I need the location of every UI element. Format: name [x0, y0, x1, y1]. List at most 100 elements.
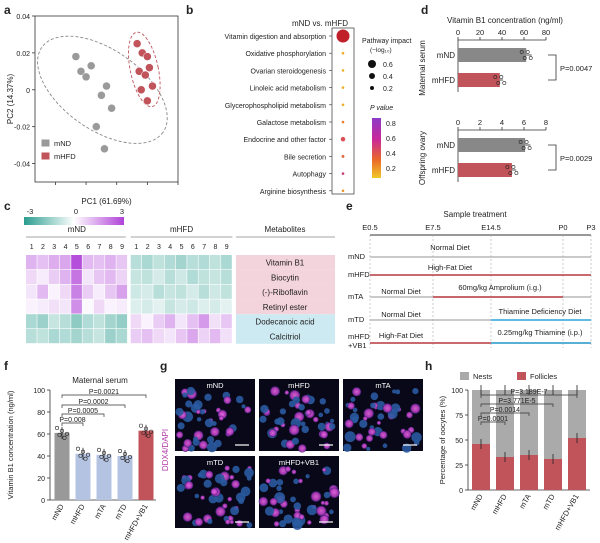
f-point	[128, 454, 133, 459]
micrograph-cell	[283, 514, 293, 524]
vb1-tick-label: 4	[500, 118, 504, 127]
heatmap-col-label: 5	[75, 244, 79, 251]
heatmap-cell	[198, 284, 210, 299]
pca-point-mHFD	[143, 52, 152, 61]
heatmap-cell	[26, 284, 37, 299]
heatmap-col-label: 8	[109, 244, 113, 251]
micrograph-cell	[210, 488, 218, 496]
f-xtick-label: mTA	[92, 503, 107, 521]
vb1-tick-label: 0	[456, 28, 460, 37]
micrograph-cell	[218, 415, 224, 421]
micrograph-cell	[241, 404, 246, 409]
heatmap-cell	[82, 314, 94, 329]
f-ytick-label: 20	[37, 476, 45, 483]
heatmap-col-label: 1	[134, 244, 138, 251]
micrograph-cell	[220, 479, 228, 487]
micrograph-cell	[292, 396, 301, 404]
f-title: Maternal serum	[72, 376, 128, 385]
micrograph-cell	[312, 416, 319, 423]
micrograph-cell	[363, 408, 374, 419]
pca-point-mHFD	[136, 85, 146, 95]
f-pvalue: P=0.0005	[68, 408, 98, 415]
f-point	[57, 432, 62, 437]
impact-legend-label: 0.2	[383, 86, 393, 93]
heatmap-cell	[142, 329, 153, 344]
micrograph-cell	[259, 415, 267, 423]
heatmap-cell	[175, 284, 187, 299]
vb1-title: Vitamin B1 concentration (ng/ml)	[447, 16, 563, 25]
impact-legend-dot	[368, 60, 376, 68]
vb1-group-label: Offspring ovary	[418, 131, 427, 185]
vb1-point	[505, 165, 510, 169]
h-ytick-label: 100	[451, 388, 463, 395]
heatmap-cell	[209, 284, 221, 299]
heatmap-cell	[37, 269, 48, 284]
f-point	[81, 449, 86, 454]
micrograph-cell	[306, 504, 318, 516]
h-bar-nests-mTD	[544, 390, 562, 459]
micrograph-label: mND	[206, 381, 224, 390]
f-ytick-label: 0	[41, 498, 45, 505]
pca-ytick-label: 0	[26, 88, 30, 95]
heatmap-cell	[71, 314, 82, 329]
micrograph-cell	[259, 483, 269, 493]
micrograph-cell	[323, 500, 329, 506]
micrograph-cell	[365, 434, 374, 442]
micrograph-cell	[320, 430, 329, 439]
f-xtick-label: mTD	[113, 502, 129, 521]
h-ytick-label: 0	[459, 488, 463, 495]
pathway-label: Ovarian steroidogenesis	[251, 68, 327, 75]
heatmap-cell	[130, 269, 142, 284]
micrograph-cell	[268, 428, 277, 438]
vb1-point	[496, 81, 501, 85]
micrograph-cell	[225, 427, 235, 436]
f-point	[141, 430, 146, 435]
f-point	[78, 453, 83, 458]
vb1-point	[493, 75, 498, 79]
vb1-point	[518, 140, 523, 144]
h-xtick-label: mND	[468, 492, 485, 512]
pvalue-tick: 0.8	[386, 121, 396, 128]
panel-label-d: d	[421, 3, 428, 17]
heatmap-cell	[187, 299, 198, 314]
pca-frame	[34, 15, 179, 183]
heatmap-cell	[130, 329, 142, 344]
heatmap-cell	[164, 255, 176, 270]
micrograph-cell	[240, 486, 251, 497]
heatmap-cell	[153, 284, 164, 299]
vb1-row-label: mHFD	[432, 76, 455, 85]
heatmap-cell	[221, 329, 232, 344]
pathway-bubble	[341, 120, 345, 124]
h-bar-follicles-mTA	[520, 455, 538, 490]
heatmap-cell	[116, 269, 128, 284]
heatmap-cell	[37, 255, 48, 270]
f-point	[62, 435, 67, 440]
pathway-label: Endocrine and other factor	[244, 137, 327, 144]
heatmap-cell	[82, 269, 94, 284]
pathway-label: Galactose metabolism	[257, 120, 326, 127]
micrograph-cell	[323, 442, 331, 450]
micrograph-cell	[227, 496, 233, 502]
micrograph-cell	[298, 444, 307, 453]
micrograph-cell	[307, 520, 312, 525]
heatmap-cell	[130, 299, 142, 314]
micrograph-cell	[270, 386, 280, 397]
h-pvalue: P=0.0014	[490, 407, 520, 414]
pathway-title: mND vs. mHFD	[292, 19, 348, 28]
vb1-point	[508, 171, 513, 175]
micrograph-cell	[264, 506, 275, 516]
heatmap-cell	[209, 255, 221, 270]
pca-ellipse-mND	[37, 35, 168, 144]
h-bar-follicles-mTD	[544, 459, 562, 490]
h-pvalue: P=3.189E-7	[510, 389, 547, 396]
pca-point-mHFD	[145, 63, 154, 72]
micrograph-cell	[319, 514, 330, 525]
heatmap-cell	[105, 255, 116, 270]
pca-point-mND	[92, 122, 101, 131]
h-bar-nests-mHFD+VB1	[568, 390, 586, 438]
treatment-note: Normal Diet	[430, 243, 471, 252]
f-point	[97, 447, 102, 452]
heatmap-cell	[59, 329, 71, 344]
pca-point-mND	[81, 72, 91, 82]
micrograph-cell	[215, 506, 226, 517]
